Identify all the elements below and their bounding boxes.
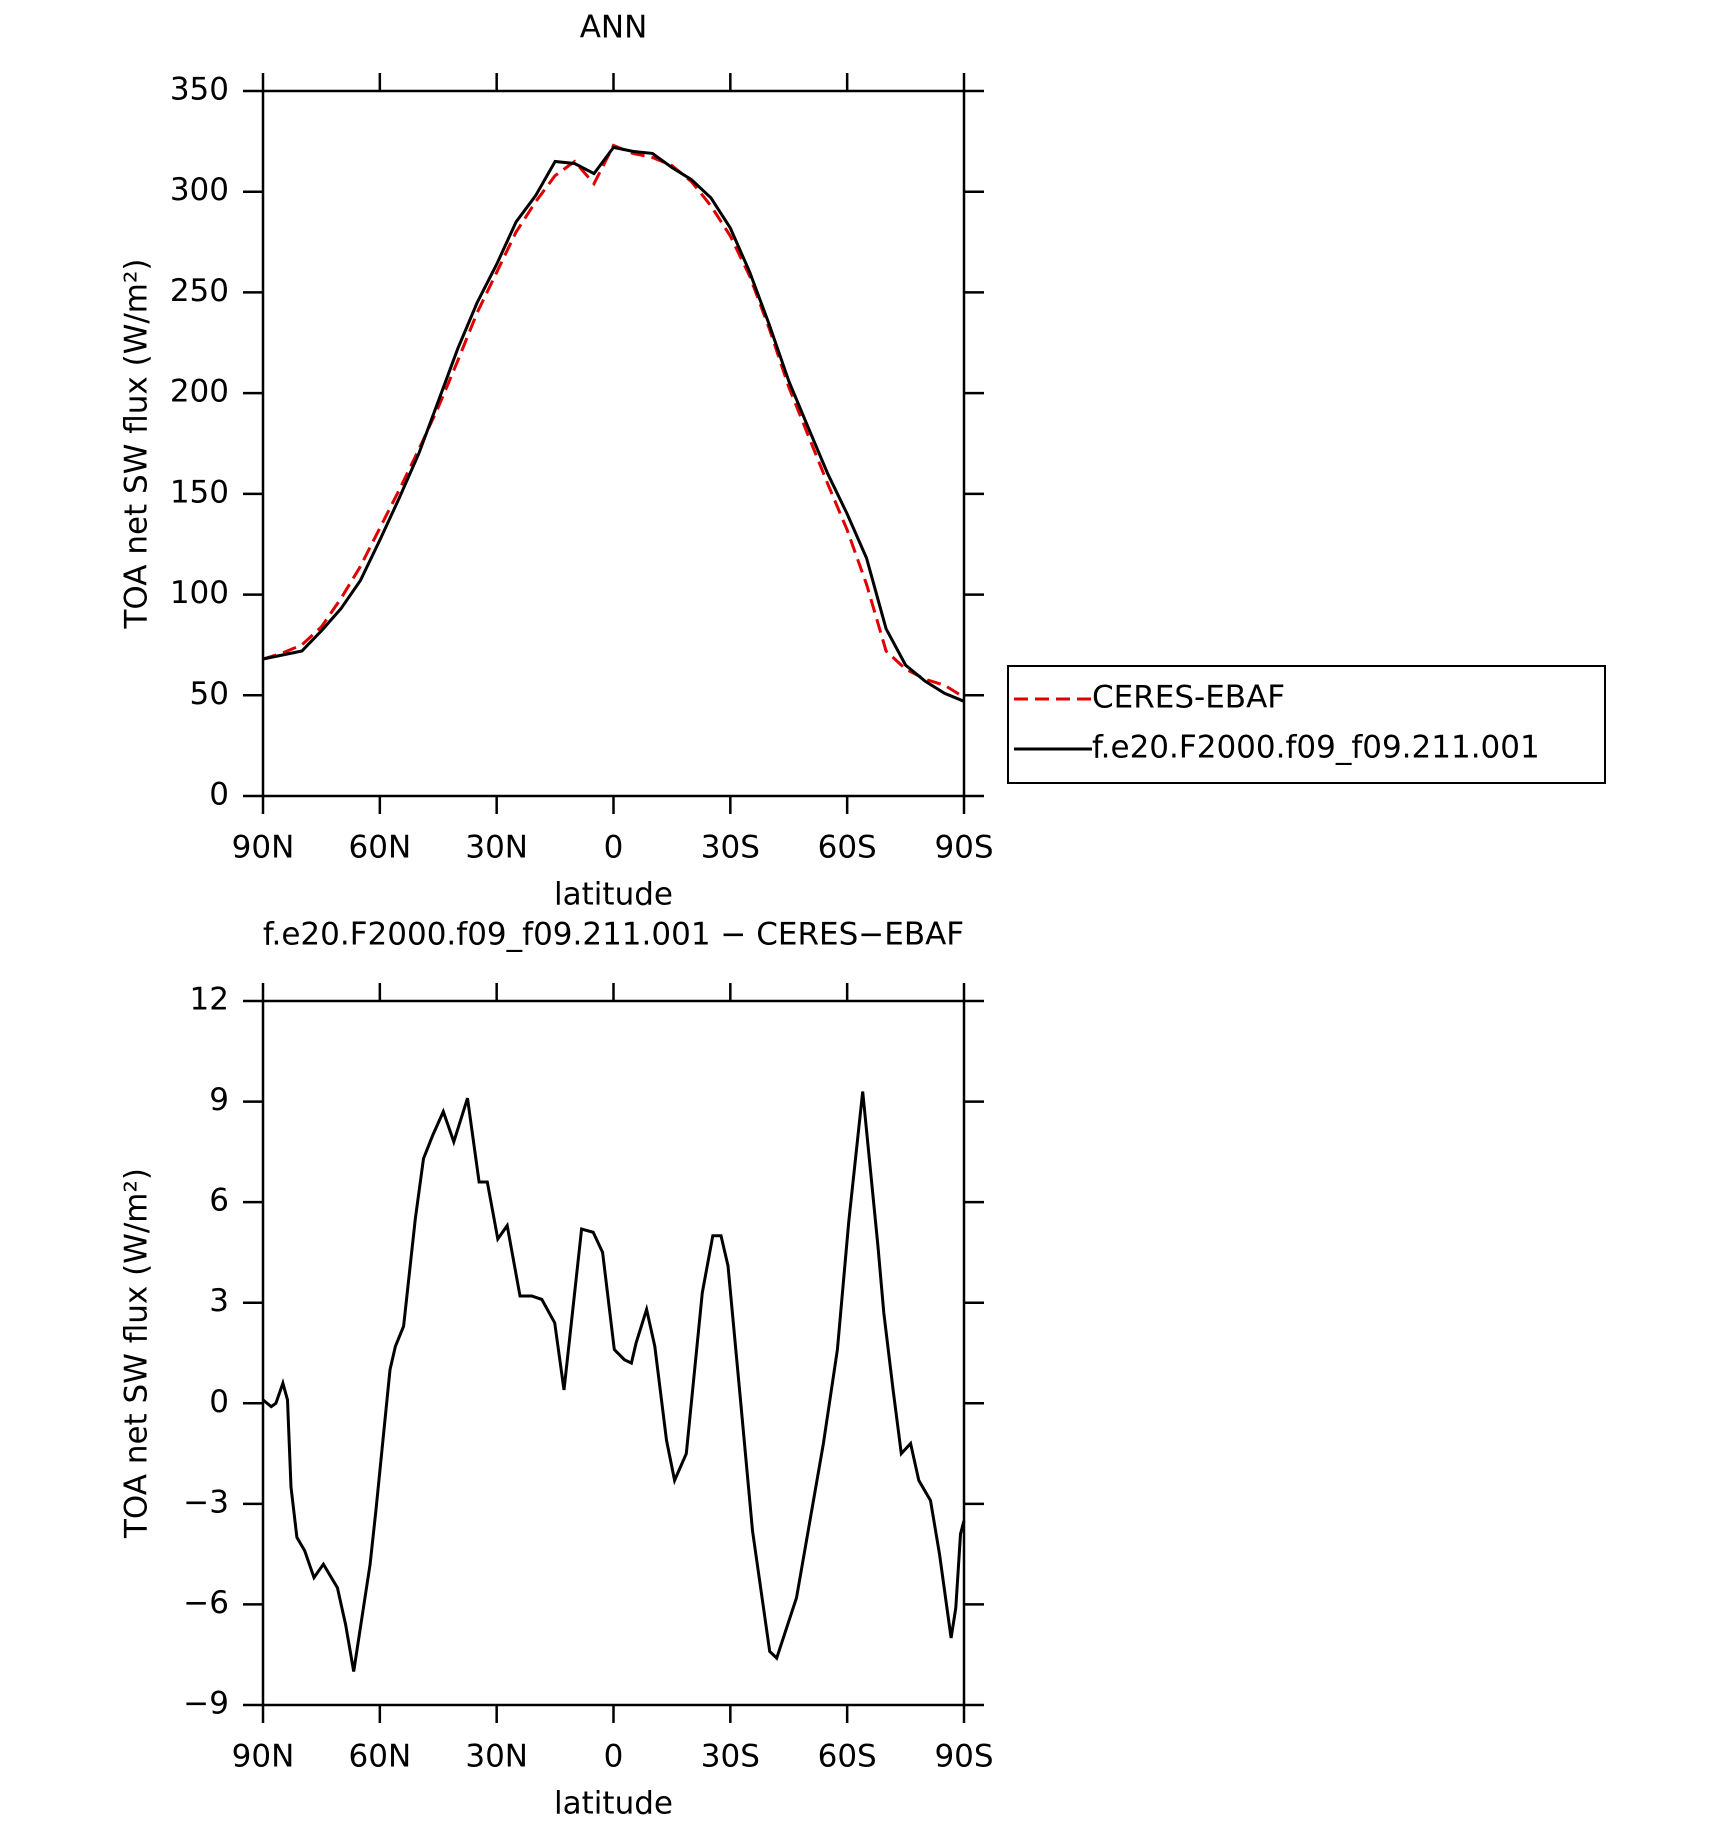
y-tick-label: 9: [209, 1082, 229, 1118]
y-tick-label: 0: [209, 1384, 229, 1420]
y-axis-label: TOA net SW flux (W/m²): [119, 1168, 155, 1539]
x-tick-label: 30N: [465, 1739, 528, 1775]
plot-frame: [261, 89, 966, 798]
x-axis-label: latitude: [554, 1786, 673, 1822]
x-tick-label: 30S: [701, 830, 760, 866]
y-tick-label: −6: [183, 1585, 229, 1621]
y-tick-label: 100: [170, 575, 229, 611]
data-line: [262, 145, 965, 703]
y-tick-label: 12: [190, 982, 229, 1018]
x-tick-label: 60N: [349, 830, 412, 866]
x-tick-label: 60N: [349, 1739, 412, 1775]
y-tick-label: 350: [170, 72, 229, 108]
x-tick-label: 90N: [232, 1739, 295, 1775]
x-tick-label: 60S: [818, 830, 877, 866]
y-tick-label: 6: [209, 1183, 229, 1219]
chart-title: ANN: [580, 10, 648, 46]
x-tick-label: 90S: [934, 830, 993, 866]
y-tick-label: 150: [170, 474, 229, 510]
x-axis-label: latitude: [554, 877, 673, 913]
plot-frame: [261, 999, 966, 1707]
y-tick-label: −3: [183, 1484, 229, 1520]
x-tick-label: 30N: [465, 830, 528, 866]
x-tick-label: 30S: [701, 1739, 760, 1775]
x-tick-label: 0: [604, 1739, 624, 1775]
y-tick-label: −9: [183, 1686, 229, 1722]
x-tick-label: 0: [604, 830, 624, 866]
y-tick-label: 200: [170, 374, 229, 410]
data-line: [262, 1091, 966, 1672]
x-tick-label: 90N: [232, 830, 295, 866]
y-axis-label: TOA net SW flux (W/m²): [119, 258, 155, 629]
y-tick-label: 300: [170, 172, 229, 208]
y-tick-label: 3: [209, 1283, 229, 1319]
y-tick-label: 50: [190, 676, 229, 712]
legend-label: f.e20.F2000.f09_f09.211.001: [1092, 730, 1540, 766]
y-tick-label: 250: [170, 273, 229, 309]
chart-title: f.e20.F2000.f09_f09.211.001 − CERES−EBAF: [263, 917, 964, 953]
x-tick-label: 60S: [818, 1739, 877, 1775]
legend-label: CERES-EBAF: [1092, 680, 1285, 716]
data-line: [262, 143, 965, 699]
legend-box: [1007, 665, 1606, 784]
y-tick-label: 0: [209, 777, 229, 813]
x-tick-label: 90S: [934, 1739, 993, 1775]
